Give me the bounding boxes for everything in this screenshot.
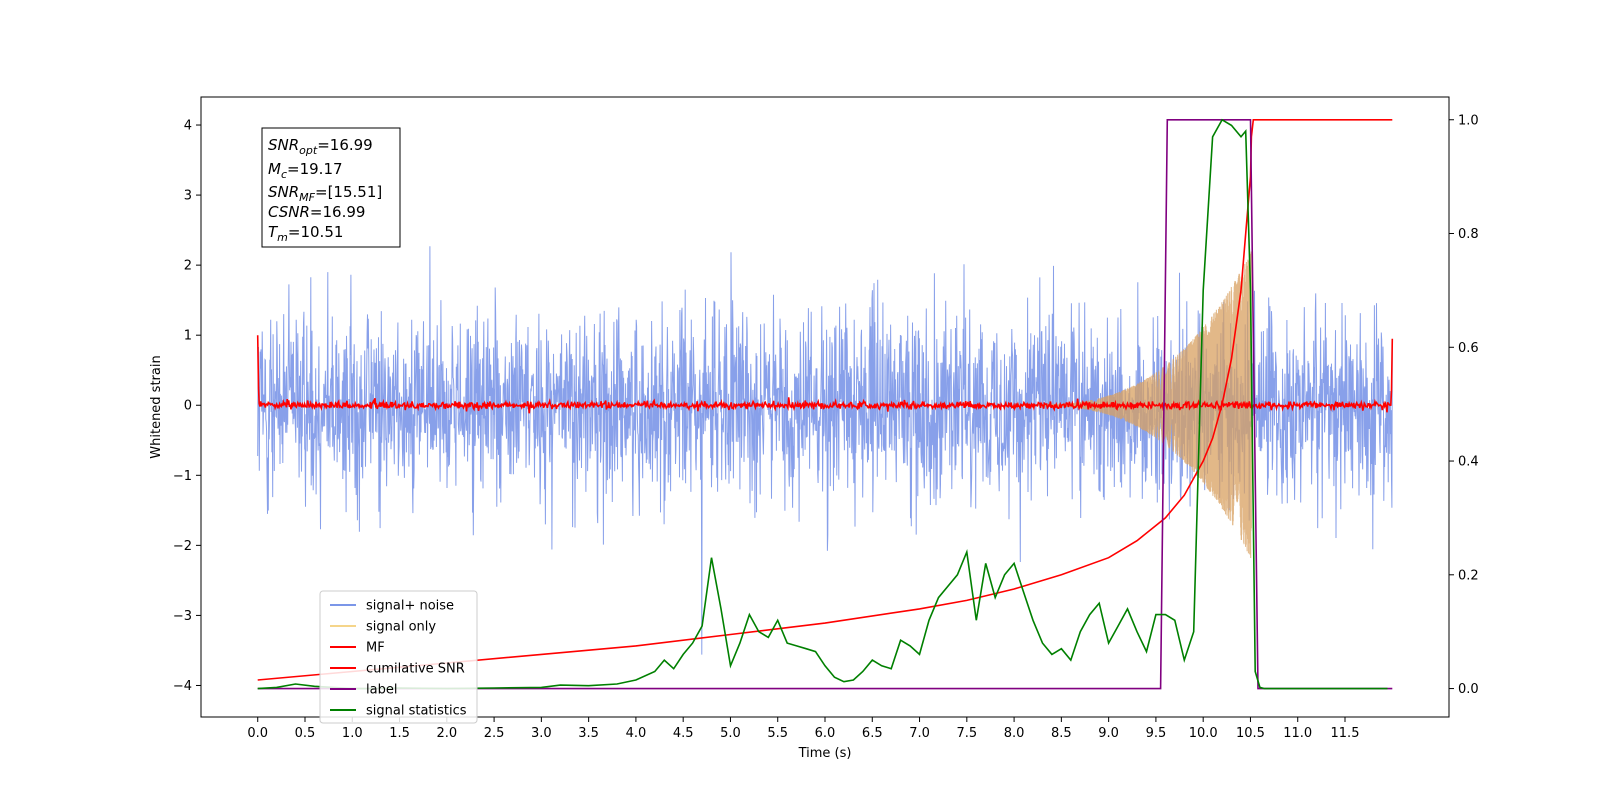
y-right-tick-label: 0.8 xyxy=(1458,227,1479,242)
y-right-tick-label: 0.4 xyxy=(1458,455,1479,470)
x-tick-label: 11.5 xyxy=(1331,726,1360,741)
legend-label: label xyxy=(366,683,397,698)
x-tick-label: 5.5 xyxy=(767,726,788,741)
x-tick-label: 4.0 xyxy=(626,726,647,741)
series-cumulative-snr xyxy=(257,119,1393,681)
legend-frame xyxy=(319,590,478,724)
x-tick-label: 2.5 xyxy=(484,726,505,741)
x-tick-label: 3.0 xyxy=(531,726,552,741)
annotation-box: SNRopt=16.99 Mc=19.17 SNRMF=[15.51] CSNR… xyxy=(261,127,401,248)
x-tick-label: 10.5 xyxy=(1236,726,1265,741)
y-axis-title: Whitened strain xyxy=(149,355,164,458)
annotation-line-csnr: CSNR=16.99 xyxy=(268,203,365,221)
x-tick-label: 1.5 xyxy=(389,726,410,741)
annotation-line-mc: Mc=19.17 xyxy=(268,160,343,181)
series-signal-only xyxy=(1014,251,1252,559)
x-tick-label: 6.5 xyxy=(862,726,883,741)
y-right-tick-label: 0.0 xyxy=(1458,682,1479,697)
y-right-tick-label: 0.2 xyxy=(1458,568,1479,583)
x-tick-label: 7.0 xyxy=(909,726,930,741)
x-tick-label: 9.5 xyxy=(1146,726,1167,741)
y-right-tick-label: 1.0 xyxy=(1458,113,1479,128)
y-tick-label: 3 xyxy=(184,189,192,204)
legend-label: cumilative SNR xyxy=(366,662,465,677)
legend: signal+ noise signal only MF cumilative SNR… xyxy=(319,590,478,724)
x-axis-title: Time (s) xyxy=(798,746,852,761)
series-mf xyxy=(256,335,1394,414)
y-tick-label: −3 xyxy=(173,609,192,624)
y-tick-label: −1 xyxy=(173,469,192,484)
x-tick-label: 0.0 xyxy=(247,726,268,741)
x-tick-label: 7.5 xyxy=(956,726,977,741)
x-tick-label: 9.0 xyxy=(1098,726,1119,741)
annotation-frame xyxy=(261,127,401,248)
x-tick-label: 4.5 xyxy=(673,726,694,741)
axes: 0.0 0.5 1.0 1.5 2.0 2.5 3.0 3.5 4.0 4.5 5.0 5.5 6.0 6… xyxy=(173,113,1479,741)
y-tick-label: 4 xyxy=(184,119,192,134)
y-right-tick-label: 0.6 xyxy=(1458,341,1479,356)
x-tick-label: 1.0 xyxy=(342,726,363,741)
x-tick-label: 11.0 xyxy=(1283,726,1312,741)
x-tick-label: 3.5 xyxy=(578,726,599,741)
y-tick-label: 0 xyxy=(184,399,192,414)
x-tick-label: 2.0 xyxy=(436,726,457,741)
legend-label: signal statistics xyxy=(366,704,467,719)
x-tick-label: 5.0 xyxy=(720,726,741,741)
plot-area xyxy=(256,118,1394,690)
x-tick-label: 8.0 xyxy=(1004,726,1025,741)
legend-label: signal only xyxy=(366,620,436,635)
annotation-line-snr-mf: SNRMF=[15.51] xyxy=(268,183,382,204)
x-tick-label: 0.5 xyxy=(295,726,316,741)
y-tick-label: −2 xyxy=(173,539,192,554)
y-tick-label: 1 xyxy=(184,329,192,344)
legend-label: MF xyxy=(366,641,385,656)
x-tick-label: 6.0 xyxy=(815,726,836,741)
y-tick-label: 2 xyxy=(184,259,192,274)
annotation-line-tm: Tm=10.51 xyxy=(268,223,343,244)
legend-label: signal+ noise xyxy=(366,599,454,614)
annotation-line-snr-opt: SNRopt=16.99 xyxy=(268,136,373,157)
x-tick-label: 8.5 xyxy=(1051,726,1072,741)
series-signal-statistics xyxy=(257,118,1388,690)
x-tick-label: 10.0 xyxy=(1189,726,1218,741)
y-tick-label: −4 xyxy=(173,679,192,694)
